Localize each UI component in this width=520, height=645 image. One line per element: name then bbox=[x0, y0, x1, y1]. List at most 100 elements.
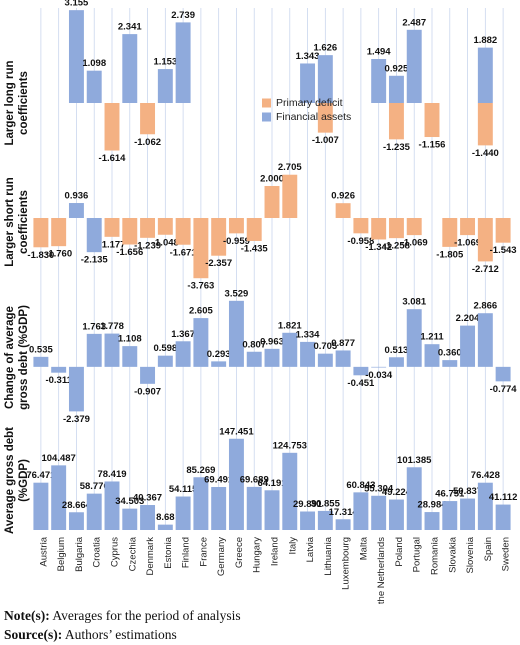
bar bbox=[86, 333, 102, 367]
value-label: 8.68 bbox=[156, 512, 175, 523]
bar bbox=[264, 186, 280, 218]
value-label: 1.098 bbox=[82, 58, 106, 69]
value-label: 2.739 bbox=[171, 10, 195, 21]
value-label: 1.108 bbox=[118, 334, 142, 345]
bar bbox=[424, 103, 440, 138]
bar bbox=[51, 218, 67, 247]
value-label: -1.177 bbox=[99, 239, 126, 250]
bar bbox=[371, 59, 387, 103]
legend-label: Financial assets bbox=[276, 111, 351, 123]
bar bbox=[388, 357, 404, 367]
y-axis-title: Larger long run bbox=[4, 61, 16, 146]
note-text: Averages for the period of analysis bbox=[52, 608, 240, 623]
bar bbox=[317, 103, 333, 133]
y-axis-title: Larger short run bbox=[4, 177, 16, 266]
bar bbox=[371, 218, 387, 240]
bar bbox=[68, 512, 84, 530]
value-label: 3.081 bbox=[402, 297, 426, 308]
x-tick-label: Slovenia bbox=[465, 536, 476, 573]
value-label: -1.671 bbox=[170, 247, 198, 258]
bar bbox=[477, 482, 493, 530]
value-label: 1.778 bbox=[100, 321, 124, 332]
value-label: 2.000 bbox=[260, 174, 284, 185]
bar bbox=[104, 103, 120, 151]
value-label: 76.471 bbox=[26, 470, 56, 481]
value-label: -2.379 bbox=[63, 414, 90, 425]
x-tick-label: Romania bbox=[430, 536, 441, 575]
bar bbox=[193, 318, 209, 367]
x-tick-label: Croatia bbox=[92, 536, 103, 567]
value-label: -2.135 bbox=[81, 255, 109, 266]
value-label: 58.776 bbox=[80, 481, 109, 492]
x-tick-label: Greece bbox=[234, 537, 245, 568]
bar bbox=[335, 519, 351, 530]
x-tick-label: Finland bbox=[181, 537, 192, 568]
value-label: 3.155 bbox=[65, 0, 89, 9]
value-label: -1.760 bbox=[45, 249, 72, 260]
bar bbox=[495, 218, 511, 243]
value-label: 0.963 bbox=[260, 336, 284, 347]
bar bbox=[51, 366, 67, 373]
value-label: 17.314 bbox=[329, 507, 359, 518]
x-tick-label: Czechia bbox=[127, 536, 138, 571]
value-label: 54.115 bbox=[169, 484, 198, 495]
bar bbox=[33, 218, 49, 248]
value-label: -1.007 bbox=[312, 135, 339, 146]
bar bbox=[33, 356, 49, 367]
value-label: -1.805 bbox=[436, 249, 464, 260]
bar bbox=[86, 493, 102, 530]
bar bbox=[388, 75, 404, 103]
bar bbox=[211, 487, 227, 530]
bar bbox=[477, 103, 493, 146]
source: Source(s): Authors’ estimations bbox=[4, 627, 177, 642]
bar bbox=[140, 505, 156, 530]
value-label: 40.367 bbox=[133, 493, 162, 504]
value-label: -0.959 bbox=[223, 236, 250, 247]
note: Note(s): Averages for the period of anal… bbox=[4, 608, 241, 623]
x-tick-label: Denmark bbox=[145, 537, 156, 576]
value-label: -1.656 bbox=[116, 247, 143, 258]
bar bbox=[495, 366, 511, 382]
value-label: 28.664 bbox=[62, 500, 92, 511]
bar bbox=[300, 341, 316, 367]
bar bbox=[175, 496, 191, 530]
legend-label: Primary deficit bbox=[276, 97, 343, 109]
bar bbox=[460, 498, 476, 530]
y-axis-title: gross debt (%GDP) bbox=[18, 305, 30, 410]
y-axis-title: Change of average bbox=[4, 306, 16, 409]
value-label: -1.543 bbox=[490, 245, 517, 256]
value-label: 78.419 bbox=[97, 469, 126, 480]
bar bbox=[282, 174, 298, 218]
value-label: 69.491 bbox=[204, 475, 234, 486]
x-tick-label: France bbox=[198, 537, 209, 567]
value-label: -0.311 bbox=[45, 375, 72, 386]
value-label: -1.048 bbox=[152, 237, 179, 248]
x-tick-label: Austria bbox=[38, 536, 49, 566]
value-label: 3.529 bbox=[225, 288, 249, 299]
value-label: 1.882 bbox=[473, 35, 497, 46]
bar bbox=[104, 481, 120, 530]
value-label: 28.984 bbox=[417, 500, 447, 511]
value-label: -0.034 bbox=[365, 370, 393, 381]
value-label: 60.843 bbox=[346, 480, 375, 491]
value-label: 1.367 bbox=[171, 329, 195, 340]
bar bbox=[424, 344, 440, 367]
value-label: 29.891 bbox=[293, 499, 323, 510]
bar bbox=[388, 218, 404, 239]
bar bbox=[353, 492, 369, 530]
bar bbox=[406, 309, 422, 367]
bar bbox=[282, 452, 298, 530]
x-tick-label: Belgium bbox=[56, 537, 67, 571]
value-label: 104.487 bbox=[41, 453, 75, 464]
value-label: 49.224 bbox=[382, 487, 412, 498]
x-tick-label: Sweden bbox=[501, 537, 512, 571]
value-label: 1.626 bbox=[313, 43, 337, 54]
value-label: 64.191 bbox=[257, 478, 287, 489]
bar bbox=[140, 366, 156, 384]
bar bbox=[477, 313, 493, 367]
bar bbox=[388, 103, 404, 140]
bar bbox=[477, 47, 493, 103]
legend-swatch bbox=[262, 98, 271, 108]
value-label: 2.204 bbox=[456, 313, 480, 324]
value-label: 2.487 bbox=[402, 17, 426, 28]
